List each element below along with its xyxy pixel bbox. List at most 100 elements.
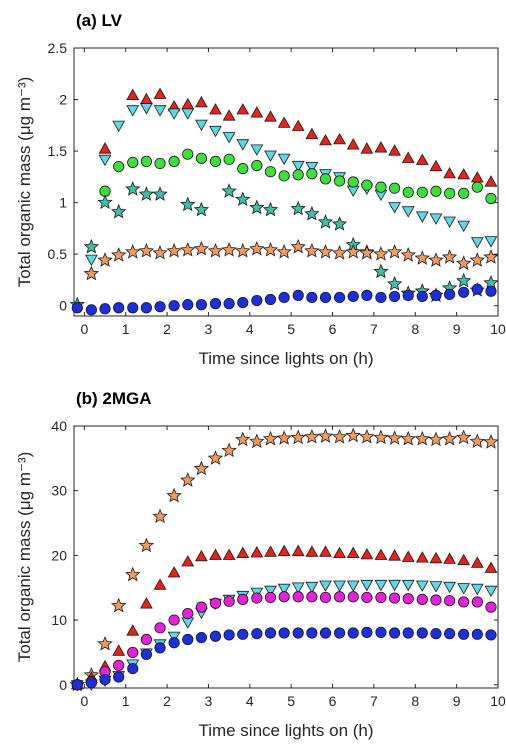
triangle-up-marker bbox=[470, 556, 484, 568]
star-marker bbox=[455, 255, 472, 270]
x-tick-label: 4 bbox=[246, 321, 254, 337]
x-tick-label: 0 bbox=[80, 321, 88, 337]
circle-marker bbox=[375, 591, 387, 604]
circle-marker bbox=[416, 627, 428, 639]
circle-marker bbox=[292, 591, 304, 603]
star-marker bbox=[373, 429, 389, 445]
circle-marker bbox=[223, 153, 235, 165]
circle-marker bbox=[471, 181, 483, 193]
circle-marker bbox=[444, 595, 456, 607]
circle-marker bbox=[264, 293, 277, 306]
star-marker bbox=[290, 429, 306, 445]
star-marker bbox=[138, 537, 155, 553]
circle-marker bbox=[388, 592, 401, 604]
triangle-up-marker bbox=[305, 545, 319, 557]
triangle-up-marker bbox=[181, 97, 195, 110]
triangle-up-marker bbox=[236, 546, 250, 558]
y-tick-label: 10 bbox=[51, 612, 67, 628]
star-marker bbox=[373, 246, 389, 261]
circle-marker bbox=[458, 628, 470, 640]
triangle-up-marker bbox=[374, 548, 388, 560]
triangle-down-marker bbox=[457, 220, 471, 233]
circle-marker bbox=[430, 628, 442, 640]
x-tick-label: 9 bbox=[453, 321, 461, 337]
circle-marker bbox=[223, 595, 235, 607]
circle-marker bbox=[140, 633, 152, 646]
triangle-up-marker bbox=[401, 151, 415, 163]
triangle-up-marker bbox=[195, 549, 208, 562]
x-tick-label: 3 bbox=[205, 693, 213, 709]
circle-marker bbox=[402, 627, 414, 639]
circle-marker bbox=[361, 179, 373, 191]
x-tick-label: 10 bbox=[490, 321, 506, 337]
star-marker bbox=[317, 428, 334, 443]
circle-marker bbox=[182, 299, 194, 311]
star-marker bbox=[235, 191, 251, 207]
star-marker bbox=[97, 194, 113, 210]
triangle-up-marker bbox=[333, 132, 346, 145]
triangle-down-marker bbox=[457, 583, 471, 595]
circle-marker bbox=[388, 182, 401, 194]
star-marker bbox=[138, 186, 155, 201]
star-marker bbox=[221, 183, 237, 198]
circle-marker bbox=[264, 166, 277, 178]
x-tick-label: 8 bbox=[411, 321, 419, 337]
circle-marker bbox=[444, 288, 456, 300]
triangle-up-marker bbox=[443, 166, 456, 179]
x-tick-label: 4 bbox=[246, 693, 254, 709]
star-marker bbox=[138, 242, 155, 258]
circle-marker bbox=[237, 163, 249, 175]
circle-marker bbox=[195, 152, 208, 164]
triangle-down-marker bbox=[291, 582, 305, 594]
circle-marker bbox=[347, 627, 359, 639]
triangle-up-marker bbox=[374, 141, 388, 153]
panel-title: (b) 2MGA bbox=[76, 389, 152, 408]
circle-marker bbox=[113, 671, 125, 683]
star-marker bbox=[455, 272, 472, 288]
triangle-down-marker bbox=[333, 580, 346, 592]
triangle-down-marker bbox=[305, 161, 319, 174]
triangle-up-marker bbox=[319, 545, 332, 557]
triangle-up-marker bbox=[484, 175, 498, 187]
triangle-up-marker bbox=[222, 109, 236, 121]
y-tick-label: 1.5 bbox=[48, 143, 68, 159]
triangle-down-marker bbox=[443, 216, 456, 228]
circle-marker bbox=[209, 155, 222, 167]
star-marker bbox=[483, 249, 499, 264]
star-marker bbox=[83, 238, 100, 254]
star-marker bbox=[290, 238, 306, 254]
triangle-down-marker bbox=[264, 585, 277, 598]
x-tick-label: 5 bbox=[287, 321, 295, 337]
star-marker bbox=[428, 252, 444, 267]
star-marker bbox=[249, 199, 265, 215]
star-marker bbox=[180, 241, 196, 257]
triangle-up-marker bbox=[153, 87, 167, 99]
star-marker bbox=[373, 263, 389, 279]
circle-marker bbox=[319, 591, 332, 604]
circle-marker bbox=[209, 630, 222, 642]
circle-marker bbox=[195, 631, 208, 644]
star-marker bbox=[235, 431, 251, 447]
circle-marker bbox=[85, 304, 97, 316]
y-tick-label: 40 bbox=[51, 418, 67, 434]
triangle-down-marker bbox=[401, 206, 415, 218]
circle-marker bbox=[430, 289, 442, 301]
circle-marker bbox=[292, 289, 304, 301]
triangle-up-marker bbox=[167, 566, 181, 578]
circle-marker bbox=[223, 298, 235, 310]
circle-marker bbox=[485, 192, 497, 205]
x-tick-label: 7 bbox=[370, 693, 378, 709]
triangle-down-marker bbox=[277, 153, 291, 166]
triangle-up-marker bbox=[429, 159, 443, 172]
circle-marker bbox=[251, 159, 263, 172]
star-marker bbox=[166, 242, 182, 258]
marker-group bbox=[69, 87, 499, 316]
triangle-up-marker bbox=[291, 544, 305, 557]
star-marker bbox=[262, 241, 279, 257]
star-marker bbox=[249, 433, 265, 449]
star-marker bbox=[386, 275, 403, 291]
circle-marker bbox=[306, 291, 318, 304]
circle-marker bbox=[251, 294, 263, 307]
circle-marker bbox=[306, 591, 318, 603]
circle-marker bbox=[278, 627, 290, 639]
